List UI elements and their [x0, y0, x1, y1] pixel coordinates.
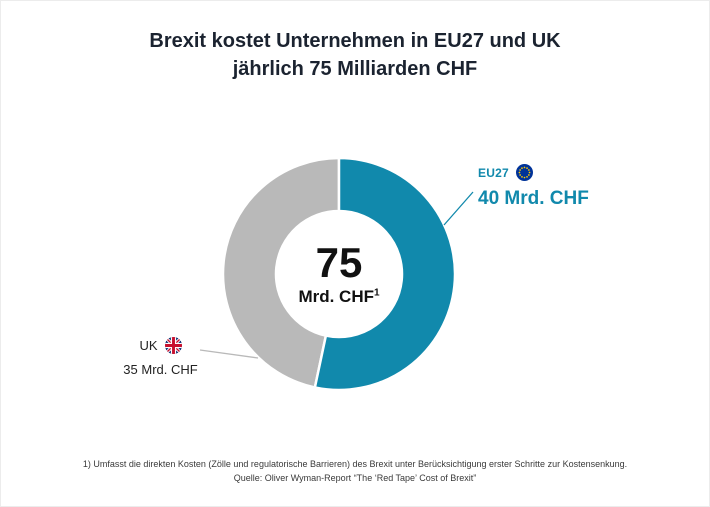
donut-center-label: 75 Mrd. CHF1 — [259, 241, 419, 307]
eu27-callout: EU27 40 Mrd. CHF — [478, 164, 589, 210]
footnote-marker: 1 — [373, 287, 380, 299]
eu-flag-icon — [515, 164, 533, 181]
donut-center-unit: Mrd. CHF1 — [298, 287, 380, 306]
chart-title-line1: Brexit kostet Unternehmen in EU27 und UK — [149, 30, 561, 52]
donut-slice-eu27 — [313, 156, 457, 392]
footnote: 1) Umfasst die direkten Kosten (Zölle un… — [1, 457, 709, 485]
uk-flag-icon — [164, 337, 182, 354]
chart-title: Brexit kostet Unternehmen in EU27 und UK… — [1, 27, 709, 83]
uk-label: UK — [139, 338, 158, 353]
chart-title-line2: jährlich 75 Milliarden CHF — [232, 58, 478, 80]
uk-callout: UK 35 Mrd. CHF — [113, 337, 208, 377]
eu27-label: EU27 — [478, 165, 509, 180]
eu27-callout-line — [443, 191, 474, 226]
eu27-value: 40 Mrd. CHF — [478, 188, 589, 209]
footnote-line1: 1) Umfasst die direkten Kosten (Zölle un… — [82, 459, 628, 469]
uk-callout-line — [199, 349, 259, 359]
donut-center-value: 75 — [315, 239, 363, 286]
footnote-line2: Quelle: Oliver Wyman-Report “The ‘Red Ta… — [233, 473, 477, 483]
donut-slice-uk — [221, 156, 341, 389]
uk-value: 35 Mrd. CHF — [123, 362, 198, 377]
